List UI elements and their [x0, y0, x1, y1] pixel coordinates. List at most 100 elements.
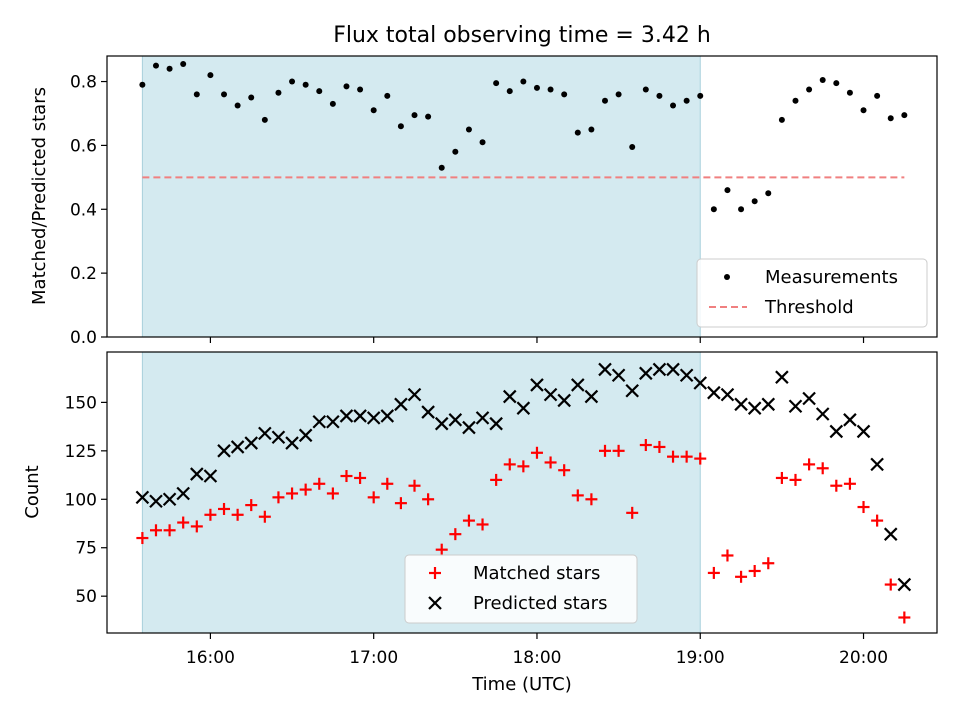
- measurement-point: [642, 86, 649, 93]
- predicted-star-point: [557, 393, 571, 408]
- predicted-star-point: [258, 426, 272, 441]
- top-y-axis-label: Matched/Predicted stars: [29, 87, 50, 305]
- measurement-point: [289, 78, 296, 85]
- predicted-star-point: [639, 366, 653, 381]
- measurement-point: [465, 126, 472, 133]
- matched-star-point: [599, 444, 611, 457]
- predicted-star-point: [829, 424, 844, 439]
- top-y-tick-label: 0.4: [70, 200, 97, 220]
- measurement-point: [316, 88, 323, 95]
- matched-star-point: [490, 473, 503, 486]
- top-y-tick-label: 0.8: [70, 73, 97, 93]
- matched-star-point: [190, 520, 203, 533]
- measurement-point: [846, 89, 853, 96]
- bottom-y-tick-label: 150: [65, 393, 97, 413]
- predicted-star-point: [571, 378, 585, 392]
- predicted-star-point: [326, 414, 340, 429]
- matched-star-point: [871, 514, 884, 527]
- measurement-point: [765, 190, 772, 197]
- predicted-star-point: [366, 411, 381, 425]
- predicted-star-point: [625, 383, 639, 398]
- matched-stars-points: [136, 439, 911, 624]
- measurement-point: [833, 80, 840, 87]
- predicted-star-point: [788, 399, 803, 414]
- bottom-y-axis-label: Count: [22, 465, 43, 518]
- measurement-point: [248, 94, 255, 101]
- matched-star-point: [354, 471, 367, 484]
- top-legend: Measurements Threshold: [696, 258, 928, 328]
- predicted-star-point: [244, 436, 259, 450]
- measurement-point: [343, 83, 350, 90]
- matched-star-point: [789, 473, 802, 486]
- top-panel: 0.00.20.40.60.8 Matched/Predicted stars …: [29, 55, 938, 348]
- measurement-point: [819, 76, 826, 83]
- matched-star-point: [340, 470, 353, 483]
- matched-star-point: [408, 479, 421, 492]
- measurement-point: [166, 65, 173, 72]
- matched-star-point: [639, 439, 652, 452]
- measurement-point: [874, 92, 881, 99]
- matched-star-point: [218, 502, 231, 515]
- top-y-ticks: 0.0 0.2 0.4 0.6 0.8: [70, 73, 107, 348]
- predicted-star-point: [394, 397, 408, 412]
- measurement-point: [860, 107, 867, 114]
- measurement-point: [193, 91, 200, 98]
- matched-star-point: [816, 462, 829, 475]
- matched-star-point: [707, 566, 720, 579]
- measurement-point: [901, 112, 908, 119]
- matched-star-point: [231, 508, 244, 521]
- measurement-point: [506, 88, 513, 95]
- measurement-points: [139, 60, 908, 213]
- measurement-point: [425, 113, 432, 120]
- predicted-star-point: [815, 407, 830, 421]
- predicted-star-point: [530, 378, 544, 392]
- top-y-tick-label: 0.2: [70, 264, 97, 284]
- predicted-star-point: [298, 428, 313, 443]
- legend-measurements-label: Measurements: [765, 267, 898, 288]
- bottom-y-tick-label: 125: [65, 442, 97, 462]
- matched-star-point: [476, 518, 489, 531]
- matched-star-point: [394, 497, 407, 510]
- matched-star-point: [694, 452, 707, 465]
- top-y-tick-label: 0.0: [70, 328, 97, 348]
- predicted-star-point: [897, 577, 912, 592]
- matched-star-point: [326, 487, 339, 500]
- matched-star-point: [843, 477, 856, 490]
- predicted-star-point: [883, 527, 898, 541]
- predicted-star-point: [149, 494, 163, 508]
- measurement-point: [397, 123, 404, 130]
- predicted-star-point: [775, 370, 789, 384]
- matched-star-point: [177, 516, 190, 529]
- matched-star-point: [462, 514, 475, 527]
- predicted-star-point: [230, 440, 245, 454]
- matched-star-point: [272, 491, 285, 504]
- measurement-point: [152, 62, 159, 69]
- measurement-point: [547, 86, 554, 93]
- predicted-star-point: [339, 409, 354, 423]
- measurement-point: [452, 148, 459, 155]
- matched-star-point: [775, 471, 788, 484]
- top-shaded-interval: [141, 55, 701, 338]
- predicted-star-point: [584, 389, 599, 404]
- legend-matched-label: Matched stars: [473, 563, 600, 584]
- matched-star-point: [735, 570, 748, 583]
- predicted-star-point: [516, 401, 531, 415]
- matched-star-point: [313, 477, 326, 490]
- measurement-point: [792, 97, 799, 104]
- matched-star-point: [585, 493, 598, 506]
- matched-star-point: [381, 477, 394, 490]
- measurement-point: [574, 129, 581, 136]
- measurement-point: [738, 206, 745, 213]
- matched-star-point: [286, 487, 299, 500]
- measurement-point: [357, 86, 364, 93]
- measurement-point: [656, 92, 663, 99]
- predicted-star-point: [747, 401, 762, 415]
- measurement-point: [602, 97, 608, 104]
- predicted-star-point: [162, 492, 177, 507]
- measurement-point: [670, 102, 677, 109]
- measurement-point: [806, 86, 813, 93]
- predicted-star-point: [707, 385, 721, 400]
- measurement-point: [778, 116, 785, 123]
- matched-star-point: [830, 479, 843, 492]
